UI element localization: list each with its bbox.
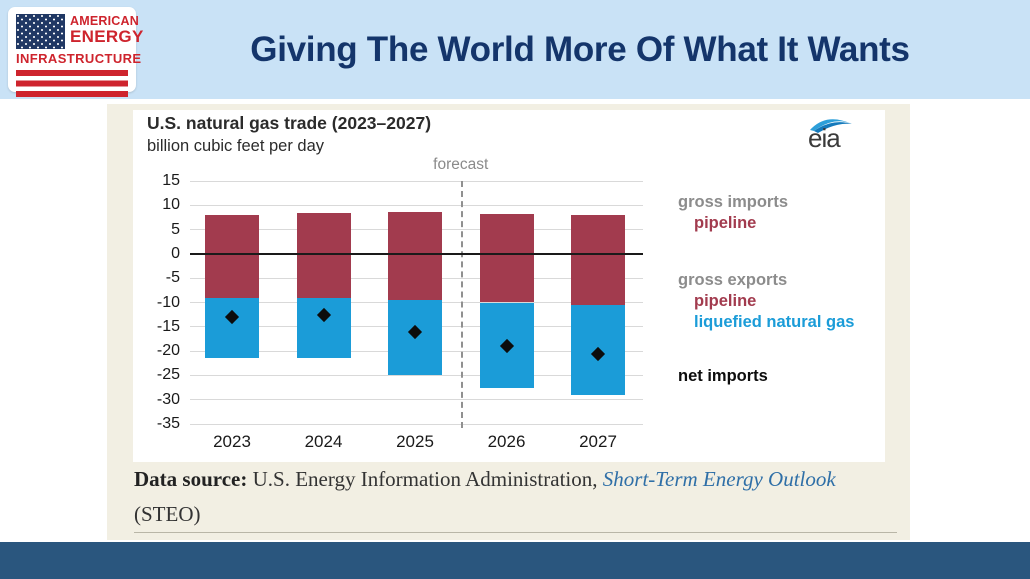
flag-stripes-icon: [16, 70, 128, 97]
flag-stars-icon: [16, 14, 65, 49]
bar-segment: [571, 253, 625, 305]
data-source-suffix: (STEO): [134, 502, 201, 526]
x-axis-tick-label: 2025: [396, 432, 434, 451]
eia-swoosh-icon: [810, 119, 852, 133]
legend-net-imports: net imports: [678, 367, 768, 385]
data-source-label: Data source:: [134, 467, 248, 491]
company-logo: AMERICAN ENERGY INFRASTRUCTURE: [8, 7, 143, 97]
chart-subtitle: billion cubic feet per day: [147, 137, 325, 155]
x-axis-tick-label: 2024: [304, 432, 343, 451]
eia-chart-figure: U.S. natural gas trade (2023–2027) billi…: [107, 104, 910, 540]
y-axis-tick-label: -35: [156, 415, 180, 432]
footer-band: [0, 542, 1030, 579]
gridline: [190, 374, 643, 376]
forecast-label: forecast: [433, 156, 489, 173]
legend-gross-imports: gross imports: [678, 193, 789, 211]
chart-title: U.S. natural gas trade (2023–2027): [147, 113, 432, 133]
bar-segment: [388, 211, 442, 254]
y-axis-tick-label: -5: [165, 269, 180, 287]
data-source-text: Data source: U.S. Energy Information Adm…: [134, 462, 906, 532]
chart-legend: gross imports pipeline gross exports pip…: [678, 192, 888, 387]
legend-gross-exports: gross exports: [678, 271, 788, 289]
bar-segment: [571, 215, 625, 254]
bar-segment: [205, 297, 259, 359]
y-axis-tick-label: 10: [162, 196, 180, 214]
legend-exports-lng: liquefied natural gas: [694, 313, 855, 331]
eia-logo: eia: [802, 114, 858, 154]
bar-segment: [479, 214, 534, 254]
forecast-divider-line: [460, 181, 463, 428]
x-axis-tick-label: 2027: [579, 432, 617, 451]
logo-text-energy: ENERGY: [70, 27, 144, 46]
page-title: Giving The World More Of What It Wants: [250, 29, 910, 69]
y-axis-tick-label: 0: [171, 244, 180, 262]
logo-text-american: AMERICAN: [70, 14, 139, 28]
y-axis-tick-label: -20: [156, 342, 180, 360]
zero-axis-line: [190, 252, 643, 255]
x-axis-tick-label: 2023: [213, 432, 251, 451]
y-axis-tick-label: -30: [156, 390, 180, 408]
gridline: [190, 180, 643, 182]
bar-segment: [296, 253, 351, 298]
legend-exports-pipeline: pipeline: [694, 292, 757, 310]
x-axis-tick-label: 2026: [487, 432, 526, 451]
gridline: [190, 204, 643, 206]
bar-segment: [388, 253, 442, 301]
gridline: [190, 399, 643, 401]
bar-segment: [296, 212, 351, 254]
figure-divider-line: [134, 532, 897, 533]
data-source-body: U.S. Energy Information Administration,: [247, 467, 603, 491]
eia-logo-text: eia: [808, 123, 841, 153]
gridline: [190, 423, 643, 425]
y-axis-tick-label: -25: [156, 366, 180, 384]
y-axis-tick-label: 15: [162, 172, 180, 189]
bar-segment: [479, 253, 534, 303]
logo-text-infrastructure: INFRASTRUCTURE: [16, 51, 142, 66]
y-axis-tick-label: -10: [156, 293, 180, 311]
bar-segment: [205, 215, 259, 254]
legend-imports-pipeline: pipeline: [694, 214, 757, 232]
y-axis-tick-label: 5: [171, 220, 180, 238]
y-axis-tick-label: -15: [156, 317, 180, 335]
chart-plot-area: 15 10 5 0 -5 -10 -15 -20 -25 -30 -35 2023 2024 2025 20…: [157, 156, 643, 451]
header-band: AMERICAN ENERGY INFRASTRUCTURE Giving Th…: [0, 0, 1030, 99]
steo-link[interactable]: Short-Term Energy Outlook: [602, 467, 836, 491]
bar-segment: [205, 253, 259, 298]
